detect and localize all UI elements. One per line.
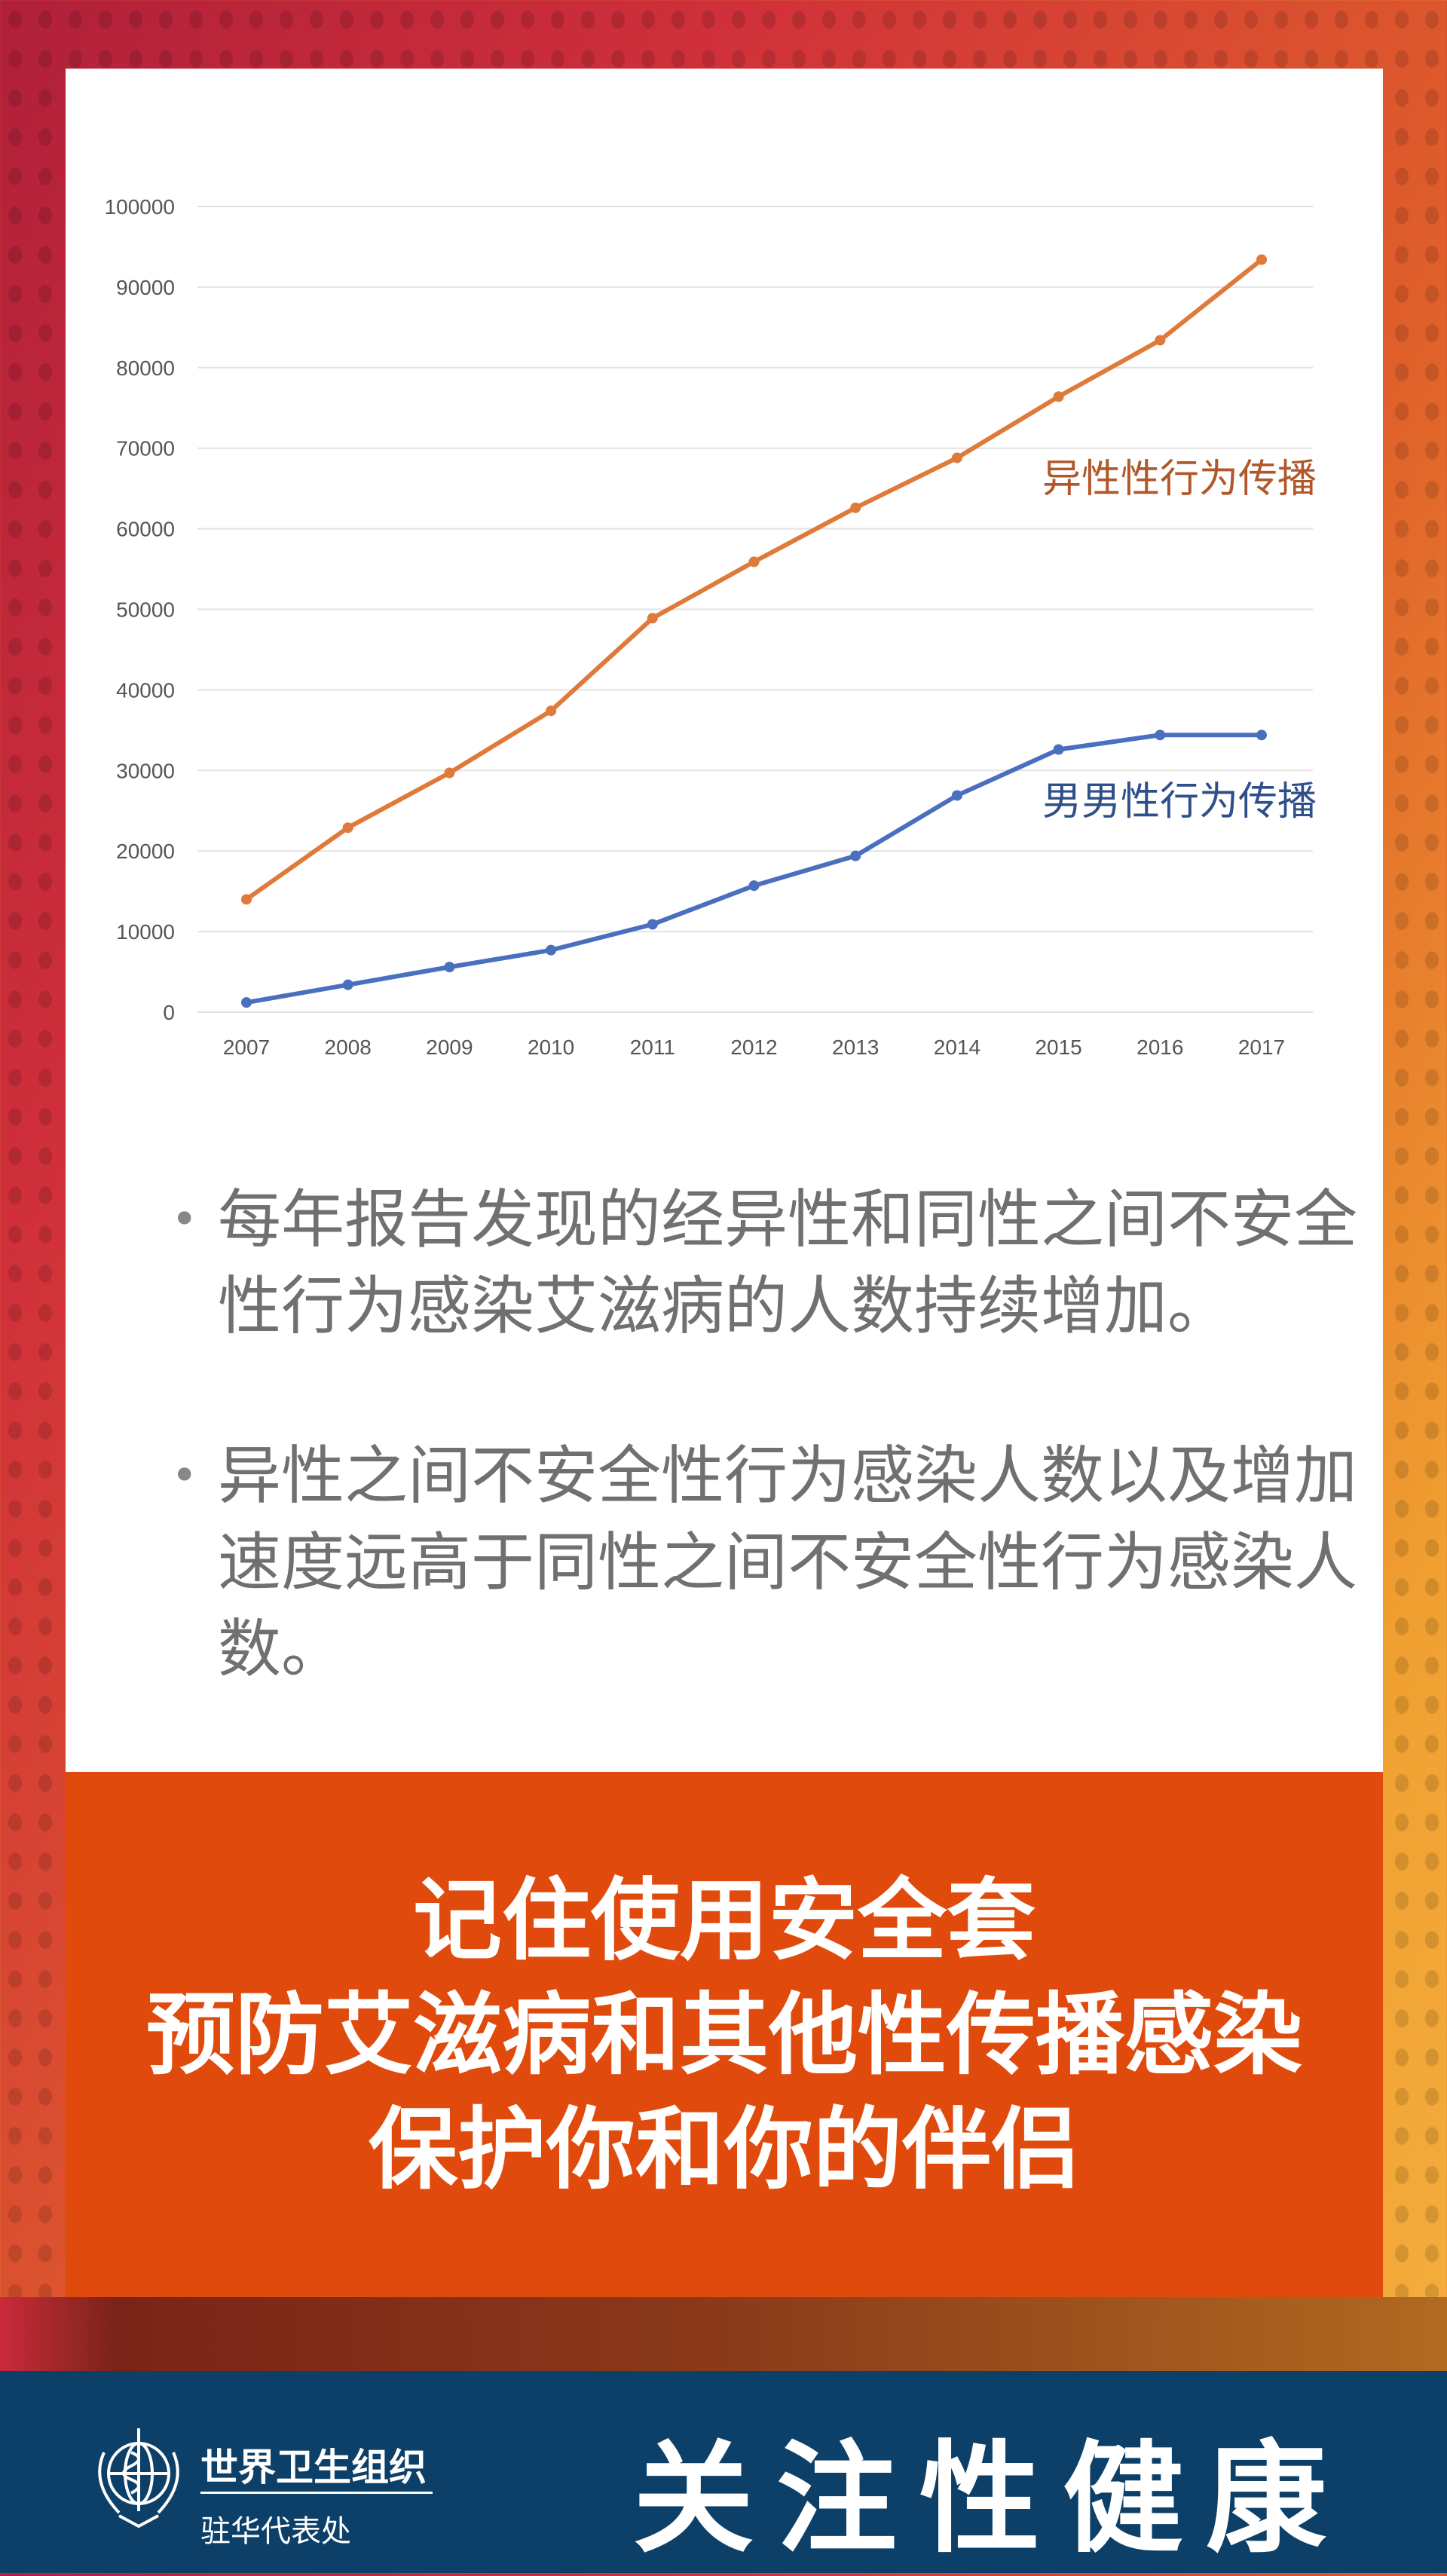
data-point	[951, 790, 962, 801]
banner-line: 保护你和你的伴侣	[368, 2097, 1080, 2201]
data-point	[444, 962, 455, 973]
y-tick-label: 0	[163, 1001, 175, 1024]
y-tick-label: 100000	[105, 195, 175, 219]
series-label: 男男性行为传播	[1042, 779, 1317, 825]
data-point	[1155, 730, 1166, 741]
slogan-banner: 记住使用安全套 预防艾滋病和其他性传播感染 保护你和你的伴侣	[66, 1772, 1383, 2297]
data-point	[1155, 335, 1166, 346]
org-subtitle: 驻华代表处	[200, 2514, 351, 2549]
data-point	[748, 556, 760, 568]
org-name: 世界卫生组织	[200, 2446, 427, 2489]
series-label: 异性性行为传播	[1042, 457, 1317, 502]
who-emblem-icon	[98, 2428, 179, 2529]
y-tick-label: 40000	[116, 678, 175, 702]
data-point	[546, 944, 557, 956]
bullet-list: • 每年报告发现的经异性和同性之间不安全性行为感染艾滋病的人数持续增加。 • 异性之…	[164, 1176, 1415, 1776]
series-line	[246, 733, 1262, 1005]
x-tick-label: 2013	[832, 1036, 879, 1059]
y-tick-label: 80000	[116, 356, 175, 380]
divider	[200, 2492, 433, 2494]
data-point	[850, 502, 861, 513]
x-tick-label: 2008	[325, 1036, 372, 1059]
content-card: 0 10000 20000 30000 40000 50000 60000 70000 8000…	[66, 69, 1383, 1772]
x-tick-label: 2017	[1238, 1036, 1285, 1059]
y-tick-label: 20000	[116, 840, 175, 863]
x-tick-label: 2016	[1136, 1036, 1183, 1059]
bullet-dot-icon: •	[171, 1193, 198, 1246]
bullet-dot-icon: •	[171, 1449, 198, 1502]
data-point	[241, 894, 252, 905]
x-tick-label: 2015	[1035, 1036, 1081, 1059]
bullet-item: • 异性之间不安全性行为感染人数以及增加速度远高于同性之间不安全性行为感染人数。	[164, 1433, 1415, 1693]
data-point	[444, 767, 455, 779]
footer: 世界卫生组织 驻华代表处 关注性健康	[0, 2371, 1447, 2573]
x-tick-label: 2012	[730, 1036, 777, 1059]
y-tick-label: 50000	[116, 598, 175, 622]
data-point	[647, 613, 658, 624]
data-point	[748, 880, 760, 892]
y-tick-label: 10000	[116, 920, 175, 944]
line-chart: 0 10000 20000 30000 40000 50000 60000 70000 8000…	[105, 195, 1317, 1059]
x-tick-label: 2007	[223, 1036, 270, 1059]
x-tick-label: 2010	[528, 1036, 574, 1059]
data-point	[951, 452, 962, 463]
data-point	[342, 822, 353, 834]
data-point	[647, 919, 658, 930]
data-point	[1256, 254, 1267, 265]
bullet-text: 每年报告发现的经异性和同性之间不安全性行为感染艾滋病的人数持续增加。	[218, 1182, 1358, 1343]
x-tick-label: 2014	[934, 1036, 980, 1059]
data-point	[342, 979, 353, 990]
y-tick-label: 60000	[116, 518, 175, 541]
y-tick-label: 70000	[116, 437, 175, 460]
y-tick-label: 30000	[116, 759, 175, 782]
banner-line: 预防艾滋病和其他性传播感染	[145, 1982, 1302, 2087]
bullet-item: • 每年报告发现的经异性和同性之间不安全性行为感染艾滋病的人数持续增加。	[164, 1176, 1415, 1350]
x-tick-label: 2009	[426, 1036, 473, 1059]
data-point	[1053, 391, 1064, 402]
x-tick-label: 2011	[630, 1036, 675, 1059]
data-point	[1053, 744, 1064, 755]
data-point	[850, 850, 861, 861]
footer-slogan: 关注性健康	[633, 2428, 1350, 2569]
data-point	[241, 997, 252, 1008]
data-point	[1256, 730, 1267, 741]
banner-line: 记住使用安全套	[412, 1868, 1036, 1972]
data-point	[546, 705, 557, 717]
decorative-band	[0, 2297, 1447, 2371]
y-tick-label: 90000	[116, 276, 175, 299]
bullet-text: 异性之间不安全性行为感染人数以及增加速度远高于同性之间不安全性行为感染人数。	[218, 1439, 1358, 1686]
